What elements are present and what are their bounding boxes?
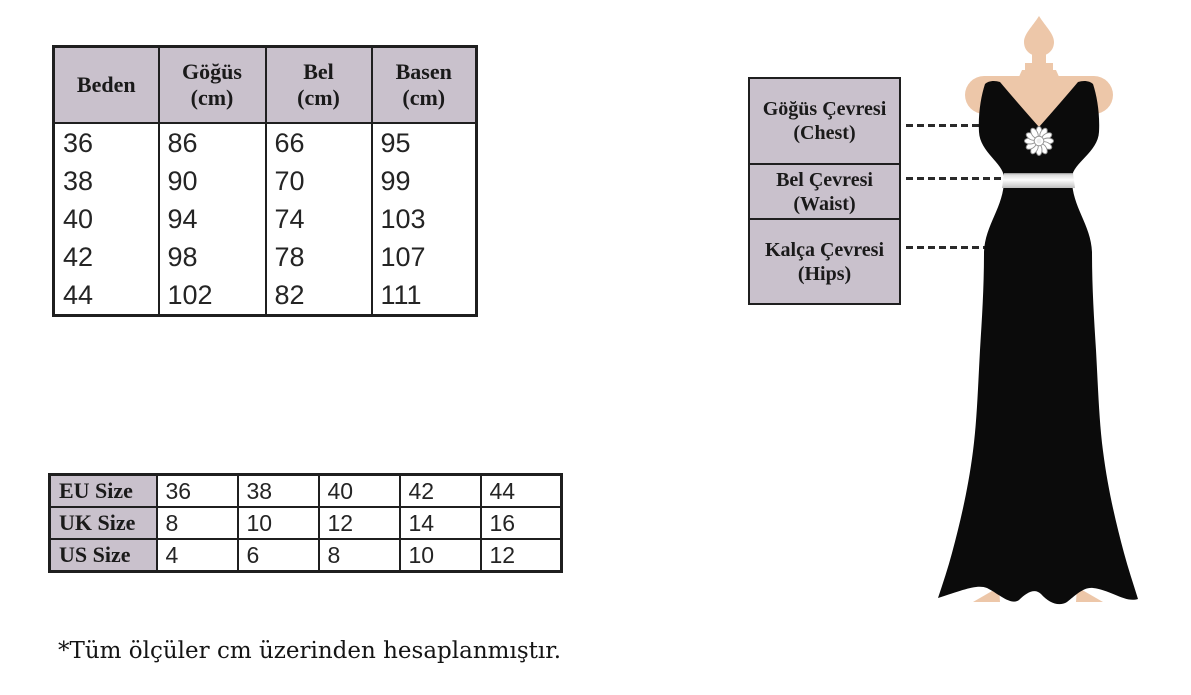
dress-illustration (938, 16, 1138, 605)
size-value: 8 (317, 538, 401, 573)
waist-cell: 70 (264, 162, 372, 200)
size-value: 36 (155, 473, 239, 508)
chest-cell: 86 (157, 123, 266, 162)
table-row: 40 94 74 103 (54, 200, 477, 238)
hip-cell: 103 (370, 200, 477, 238)
brooch-icon (1024, 126, 1054, 156)
chest-measurement-line (906, 124, 987, 127)
waist-cell: 74 (264, 200, 372, 238)
mannequin-base-right (1076, 587, 1103, 602)
chest-cell: 102 (157, 276, 266, 316)
measurement-header-row: Beden Göğüs (cm) Bel (cm) Basen (cm) (53, 46, 477, 124)
chest-cell: 94 (157, 200, 266, 238)
size-value: 38 (236, 473, 320, 508)
footnote-text: *Tüm ölçüler cm üzerinden hesaplanmıştır… (58, 638, 562, 664)
size-value: 40 (317, 473, 401, 508)
eu-size-row: EU Size 36 38 40 42 44 (48, 473, 563, 508)
row-header-us: US Size (48, 538, 158, 573)
label-title: Bel Çevresi (776, 168, 873, 191)
label-hips: Kalça Çevresi (Hips) (750, 218, 899, 303)
chest-cell: 90 (157, 162, 266, 200)
column-header-beden: Beden (53, 46, 159, 124)
waist-cell: 82 (264, 276, 372, 316)
label-chest: Göğüs Çevresi (Chest) (750, 79, 899, 163)
size-conversion-table: EU Size 36 38 40 42 44 UK Size 8 10 12 1… (48, 473, 563, 573)
mannequin-neck-stem (1032, 54, 1046, 64)
column-header-bel: Bel (cm) (264, 46, 372, 124)
hip-cell: 107 (370, 238, 477, 276)
waist-belt (1002, 173, 1075, 188)
waist-measurement-line (906, 177, 1004, 180)
header-label: Göğüs (182, 58, 242, 84)
header-label: Basen (395, 58, 452, 84)
size-value: 12 (479, 538, 563, 573)
us-size-row: US Size 4 6 8 10 12 (48, 538, 563, 573)
hip-cell: 95 (370, 123, 477, 162)
hips-measurement-line (906, 246, 987, 249)
dress-silhouette (938, 80, 1138, 605)
column-header-basen: Basen (cm) (370, 46, 477, 124)
column-header-gogus: Göğüs (cm) (157, 46, 266, 124)
label-subtitle: (Hips) (797, 262, 852, 285)
waist-cell: 78 (264, 238, 372, 276)
size-value: 44 (479, 473, 563, 508)
chest-cell: 98 (157, 238, 266, 276)
header-label: Bel (303, 58, 334, 84)
label-subtitle: (Waist) (793, 192, 856, 215)
header-unit: (cm) (190, 85, 234, 110)
waist-cell: 66 (264, 123, 372, 162)
mannequin-collar (1025, 63, 1053, 71)
size-cell: 38 (63, 165, 94, 196)
size-cell: 44 (63, 279, 94, 310)
header-label: Beden (76, 71, 136, 97)
measurement-labels-panel: Göğüs Çevresi (Chest) Bel Çevresi (Waist… (748, 77, 901, 305)
mannequin-chest (995, 80, 1083, 130)
table-row: 38 90 70 99 (54, 162, 477, 200)
row-header-eu: EU Size (48, 473, 158, 508)
label-title: Kalça Çevresi (764, 238, 885, 261)
size-value: 16 (479, 506, 563, 540)
table-row: 36 86 66 95 (54, 123, 477, 162)
row-header-uk: UK Size (48, 506, 158, 540)
size-cell: 42 (63, 241, 94, 272)
hip-cell: 111 (370, 276, 477, 316)
table-row: 42 98 78 107 (54, 238, 477, 276)
label-title: Göğüs Çevresi (762, 98, 887, 120)
table-row: 44 102 82 111 (54, 276, 477, 316)
hip-cell: 99 (370, 162, 477, 200)
body-measurement-table: Beden Göğüs (cm) Bel (cm) Basen (cm) 36 86 … (52, 45, 478, 317)
size-value: 14 (398, 506, 482, 540)
mannequin-finial (1024, 16, 1054, 56)
size-value: 4 (155, 538, 239, 573)
size-cell: 40 (63, 203, 94, 234)
size-value: 10 (236, 506, 320, 540)
size-cell: 36 (63, 127, 94, 158)
size-value: 8 (155, 506, 239, 540)
header-unit: (cm) (402, 85, 446, 110)
label-subtitle: (Chest) (793, 122, 856, 144)
header-unit: (cm) (297, 85, 340, 110)
size-value: 6 (236, 538, 320, 573)
size-value: 12 (317, 506, 401, 540)
label-waist: Bel Çevresi (Waist) (750, 163, 899, 218)
size-value: 42 (398, 473, 482, 508)
size-value: 10 (398, 538, 482, 573)
uk-size-row: UK Size 8 10 12 14 16 (48, 506, 563, 540)
